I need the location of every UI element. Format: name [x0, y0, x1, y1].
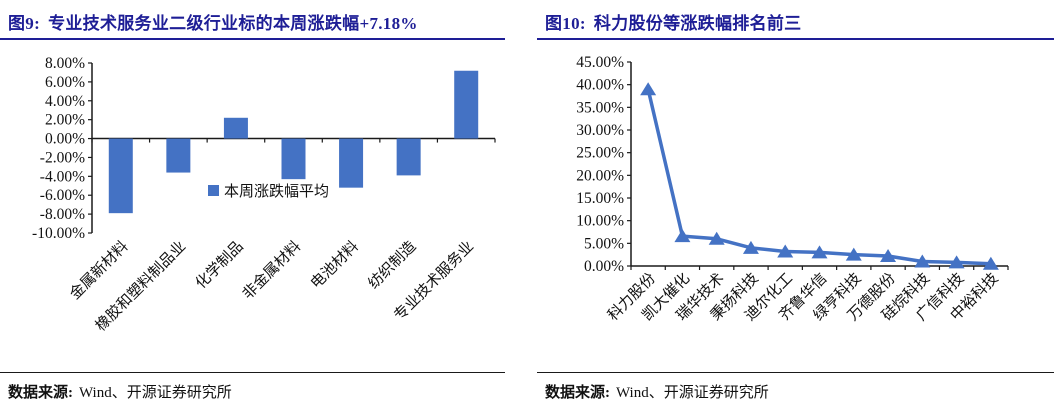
y-tick-label: -6.00%	[40, 187, 85, 204]
legend-label: 本周涨跌幅平均	[224, 183, 329, 200]
figure9-title-text: 专业技术服务业二级行业标的本周涨跌幅+7.18%	[48, 14, 418, 33]
y-tick-label: 6.00%	[45, 74, 85, 91]
figure9-panel: 图9: 专业技术服务业二级行业标的本周涨跌幅+7.18% 8.00% 6.00% 4.…	[0, 0, 505, 402]
y-tick-label: 20.00%	[576, 167, 624, 184]
figure9-title: 图9: 专业技术服务业二级行业标的本周涨跌幅+7.18%	[8, 14, 418, 33]
y-tick-label: 4.00%	[45, 93, 85, 110]
y-tick-label: -10.00%	[32, 225, 85, 242]
figure10-chart: 45.00% 40.00% 35.00% 30.00% 25.00% 20.00% 15.0…	[576, 54, 1009, 324]
figure10-label: 图10:	[545, 14, 586, 33]
category-label: 金属新材料	[67, 238, 132, 303]
category-label: 非金属材料	[239, 238, 304, 303]
y-tick-label: 0.00%	[45, 131, 85, 148]
bar	[223, 117, 248, 139]
bar	[454, 70, 479, 139]
y-tick-label: 10.00%	[576, 213, 624, 230]
y-tick-label: 35.00%	[576, 99, 624, 116]
y-tick-label: 5.00%	[584, 235, 624, 252]
legend-swatch	[208, 185, 219, 196]
figure10-source-label: 数据来源:	[545, 385, 610, 401]
point-marker	[811, 245, 828, 259]
point-marker	[845, 247, 862, 261]
y-tick-label: 30.00%	[576, 122, 624, 139]
figure9-source: 数据来源: Wind、开源证券研究所	[0, 372, 505, 402]
y-tick-label: 25.00%	[576, 145, 624, 162]
y-tick-label: -4.00%	[40, 168, 85, 185]
y-tick-label: 15.00%	[576, 190, 624, 207]
figure10-panel: 图10: 科力股份等涨跌幅排名前三 45.00% 40.00% 35.00% 30.00…	[527, 0, 1054, 408]
figure10-title: 图10: 科力股份等涨跌幅排名前三	[545, 14, 801, 33]
figure9-source-text: Wind、开源证券研究所	[79, 385, 232, 401]
point-marker	[742, 240, 759, 254]
y-tick-label: 45.00%	[576, 54, 624, 71]
y-tick-label: -8.00%	[40, 206, 85, 223]
y-tick-label: 8.00%	[45, 55, 85, 72]
figure9-label: 图9:	[8, 14, 41, 33]
figure10-source: 数据来源: Wind、开源证券研究所	[537, 372, 1054, 402]
point-marker	[948, 255, 965, 269]
figure10-source-text: Wind、开源证券研究所	[616, 385, 769, 401]
category-label: 纺织制造	[365, 238, 419, 292]
point-marker	[982, 256, 999, 270]
point-marker	[777, 244, 794, 258]
figure9-header: 图9: 专业技术服务业二级行业标的本周涨跌幅+7.18%	[0, 0, 505, 40]
y-tick-label: 2.00%	[45, 112, 85, 129]
point-marker	[674, 229, 691, 243]
figure10-title-text: 科力股份等涨跌幅排名前三	[593, 14, 802, 33]
category-label: 电池材料	[307, 238, 361, 292]
y-tick-label: 40.00%	[576, 77, 624, 94]
point-marker	[708, 231, 725, 245]
bar	[281, 138, 306, 180]
bar	[339, 138, 364, 188]
bar	[108, 138, 133, 214]
bar	[396, 138, 421, 176]
y-tick-label: 0.00%	[584, 258, 624, 275]
point-marker	[640, 82, 657, 96]
figure9-source-label: 数据来源:	[8, 385, 73, 401]
figure10-header: 图10: 科力股份等涨跌幅排名前三	[537, 0, 1054, 40]
category-label: 化学制品	[192, 238, 246, 292]
bar	[166, 138, 191, 173]
y-tick-label: -2.00%	[40, 149, 85, 166]
point-marker	[880, 249, 897, 263]
line-series	[646, 88, 991, 266]
point-marker	[914, 254, 931, 268]
figure9-chart: 8.00% 6.00% 4.00% 2.00% 0.00%-2.00% -4.00% -6.…	[32, 55, 496, 335]
